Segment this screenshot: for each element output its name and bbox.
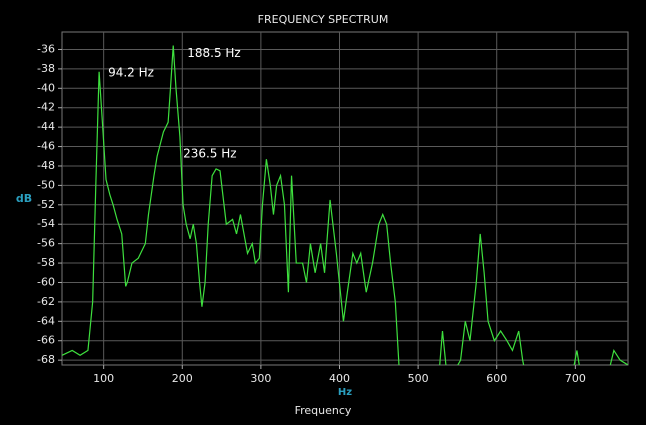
y-tick-label: -46	[37, 140, 55, 153]
plot-area	[61, 31, 629, 366]
y-tick-label: -52	[37, 198, 55, 211]
x-tick-label: 200	[172, 372, 193, 385]
y-tick-label: -64	[37, 314, 55, 327]
spectrum-line	[62, 45, 628, 365]
y-tick-label: -50	[37, 178, 55, 191]
x-axis-unit: Hz	[338, 387, 352, 398]
peak-annotation: 94.2 Hz	[108, 65, 154, 79]
peak-annotation: 236.5 Hz	[183, 146, 237, 160]
x-axis-label: Frequency	[295, 404, 352, 417]
y-tick-label: -42	[37, 101, 55, 114]
x-tick-label: 500	[408, 372, 429, 385]
y-tick-label: -40	[37, 81, 55, 94]
y-tick-label: -48	[37, 159, 55, 172]
chart-title: FREQUENCY SPECTRUM	[258, 13, 389, 26]
peak-annotation: 188.5 Hz	[187, 46, 241, 60]
y-tick-label: -38	[37, 62, 55, 75]
y-tick-label: -56	[37, 237, 55, 250]
y-tick-label: -54	[37, 217, 55, 230]
y-tick-label: -60	[37, 275, 55, 288]
x-tick-label: 100	[93, 372, 114, 385]
y-tick-label: -36	[37, 42, 55, 55]
y-tick-label: -44	[37, 120, 55, 133]
y-tick-label: -58	[37, 256, 55, 269]
x-tick-label: 300	[250, 372, 271, 385]
y-tick-label: -68	[37, 353, 55, 366]
x-tick-label: 700	[565, 372, 586, 385]
y-tick-label: -66	[37, 334, 55, 347]
y-axis-label: dB	[16, 192, 32, 205]
x-tick-label: 600	[486, 372, 507, 385]
y-tick-label: -62	[37, 295, 55, 308]
x-tick-label: 400	[329, 372, 350, 385]
